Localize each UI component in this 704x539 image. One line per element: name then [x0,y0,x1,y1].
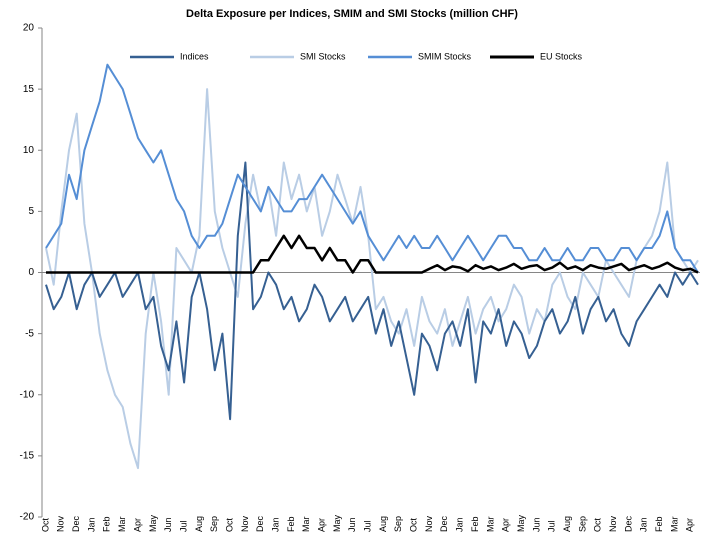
x-tick-label: Apr [685,518,695,532]
x-tick-label: Jul [178,520,188,532]
x-tick-label: Oct [224,517,234,532]
x-tick-label: Dec [255,515,265,532]
x-tick-label: Nov [56,515,66,532]
x-tick-label: Jun [531,517,541,532]
x-tick-label: Dec [623,515,633,532]
legend-label: SMIM Stocks [418,51,472,61]
x-tick-label: Feb [286,516,296,532]
y-tick-label: 10 [23,145,35,156]
x-tick-label: Mar [669,516,679,532]
series-line [46,234,699,274]
x-tick-label: Sep [577,516,587,532]
x-tick-label: Oct [593,517,603,532]
legend-label: SMI Stocks [300,51,346,61]
y-tick-label: 15 [23,84,35,95]
x-tick-label: May [332,514,342,532]
x-tick-label: Dec [439,515,449,532]
x-tick-label: Mar [485,516,495,532]
x-tick-label: May [148,514,158,532]
legend-label: EU Stocks [540,51,583,61]
x-tick-label: Nov [424,515,434,532]
x-tick-label: Aug [194,516,204,532]
chart-title: Delta Exposure per Indices, SMIM and SMI… [186,8,518,20]
x-tick-label: Jun [163,517,173,532]
x-tick-label: Apr [501,518,511,532]
x-tick-label: Nov [240,515,250,532]
y-tick-label: -5 [25,328,34,339]
x-tick-label: Oct [40,517,50,532]
x-tick-label: Jan [639,517,649,532]
series-line [45,88,699,470]
y-tick-label: -20 [20,512,35,523]
x-tick-label: Jan [455,517,465,532]
x-tick-label: Aug [378,516,388,532]
x-tick-label: Dec [71,515,81,532]
y-tick-label: -15 [20,451,35,462]
x-tick-label: Jul [363,520,373,532]
x-tick-label: Sep [209,516,219,532]
x-tick-label: Jul [547,520,557,532]
y-tick-label: 20 [23,23,35,34]
series-line [45,63,699,274]
x-tick-label: Apr [132,518,142,532]
x-tick-label: Oct [409,517,419,532]
x-tick-label: Aug [562,516,572,532]
x-tick-label: Feb [102,516,112,532]
x-tick-label: May [516,514,526,532]
legend-label: Indices [180,51,209,61]
x-tick-label: Apr [317,518,327,532]
x-tick-label: Feb [470,516,480,532]
series-line [45,161,699,421]
x-tick-label: Feb [654,516,664,532]
x-tick-label: Jan [270,517,280,532]
y-tick-label: -10 [20,389,35,400]
x-tick-label: Mar [117,516,127,532]
x-tick-label: Jan [86,517,96,532]
y-tick-label: 0 [28,267,34,278]
x-tick-label: Mar [301,516,311,532]
x-tick-label: Sep [393,516,403,532]
x-tick-label: Jun [347,517,357,532]
x-tick-label: Nov [608,515,618,532]
y-tick-label: 5 [28,206,34,217]
